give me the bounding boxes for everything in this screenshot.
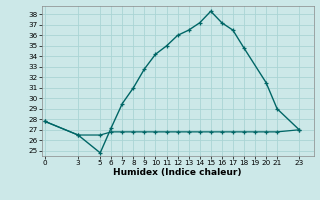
X-axis label: Humidex (Indice chaleur): Humidex (Indice chaleur) — [113, 168, 242, 177]
